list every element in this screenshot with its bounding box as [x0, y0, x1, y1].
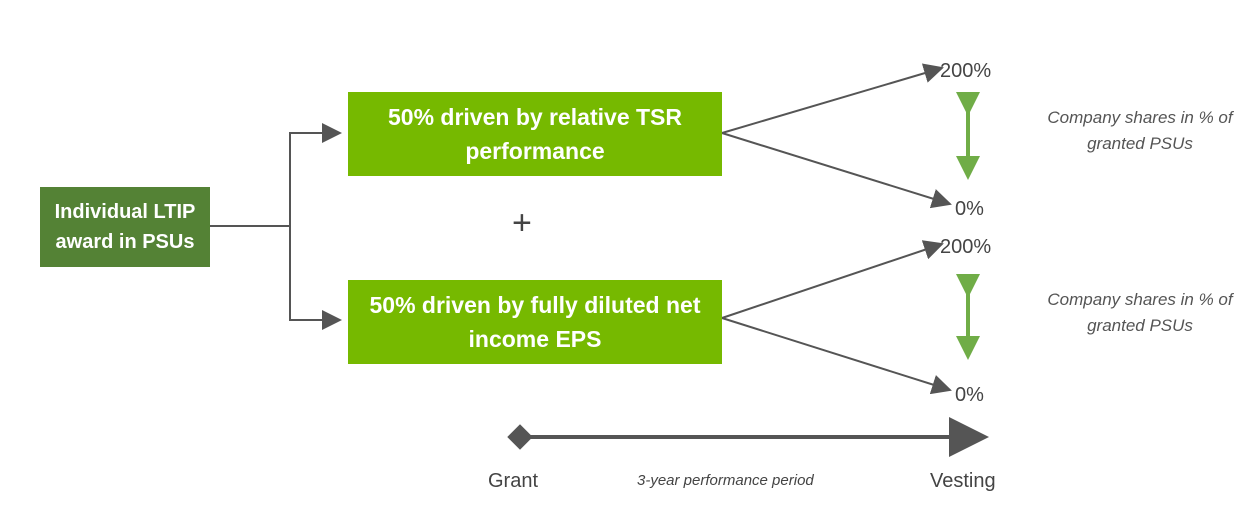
- timeline-start: Grant: [488, 470, 539, 492]
- timeline-end: Vesting: [930, 470, 996, 492]
- max-label: 200%: [940, 236, 992, 258]
- note: Company shares in % of granted PSUs: [1047, 290, 1233, 335]
- timeline-period: 3-year performance period: [637, 472, 814, 489]
- min-label: 0%: [955, 384, 984, 406]
- component-box: 50% driven by fully diluted net income E…: [348, 280, 722, 364]
- min-label: 0%: [955, 198, 984, 220]
- source-box: Individual LTIP award in PSUs: [40, 187, 210, 267]
- note: Company shares in % of granted PSUs: [1047, 108, 1233, 153]
- plus: +: [512, 204, 532, 242]
- component-box: 50% driven by relative TSR performance: [348, 92, 722, 176]
- max-label: 200%: [940, 60, 992, 82]
